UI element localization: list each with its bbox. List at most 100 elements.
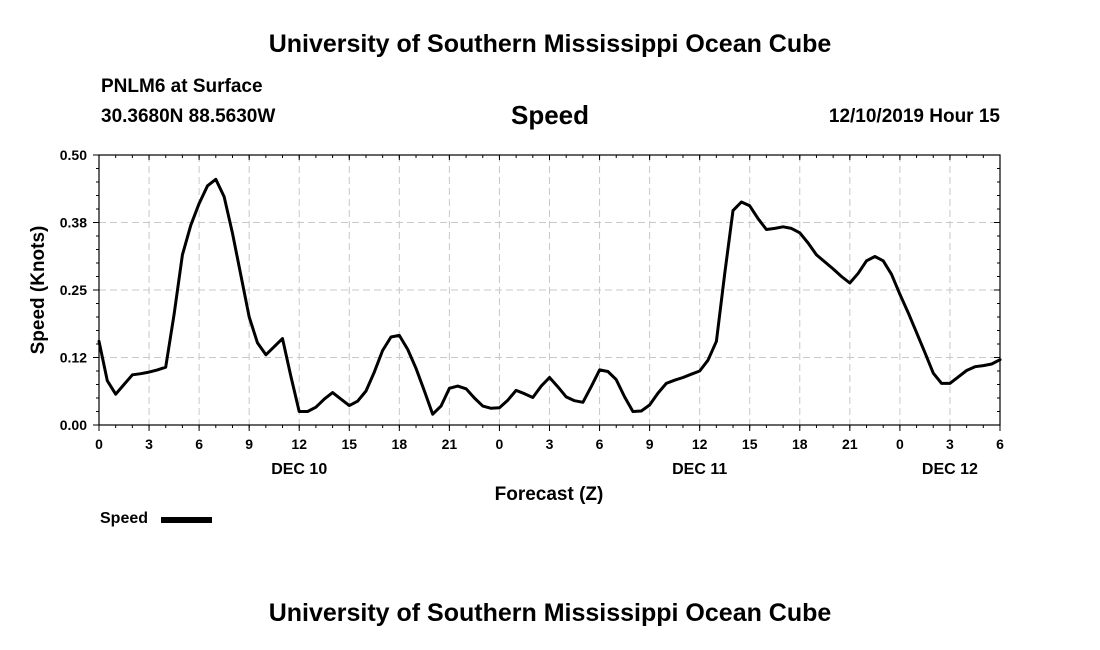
data-point [97, 340, 101, 343]
data-point [306, 410, 309, 413]
date-labels: DEC 10 DEC 11 DEC 12 [271, 461, 978, 478]
data-point [164, 366, 167, 369]
data-point [331, 391, 334, 394]
data-point [648, 403, 651, 407]
data-point [598, 368, 601, 372]
data-point [915, 331, 918, 334]
data-point [982, 364, 985, 367]
data-point [231, 232, 234, 235]
x-tick-label: 21 [442, 436, 458, 452]
data-point [898, 293, 902, 296]
data-point [756, 217, 760, 220]
data-point [489, 407, 493, 410]
page-title: University of Southern Mississippi Ocean… [268, 30, 832, 58]
data-point [731, 209, 735, 212]
data-point [640, 409, 643, 413]
data-point [823, 260, 827, 264]
data-point [606, 370, 610, 373]
data-point [781, 225, 785, 229]
data-point [181, 253, 184, 257]
x-tick-label: 18 [392, 436, 408, 452]
x-tick-labels: 0 3 6 9 12 15 18 21 0 3 6 9 12 15 18 21 0 3 6 [95, 436, 1004, 452]
data-point [998, 358, 1002, 361]
data-point [973, 365, 977, 368]
data-point [139, 372, 142, 375]
data-point [272, 345, 276, 348]
data-point [539, 384, 543, 388]
data-point [514, 389, 518, 392]
data-point [197, 202, 201, 205]
data-point [798, 231, 801, 234]
data-point [990, 362, 993, 366]
data-point [289, 375, 293, 378]
data-point [790, 227, 793, 230]
data-point [623, 395, 626, 399]
data-point [690, 373, 693, 376]
data-point [831, 267, 835, 271]
data-point [398, 334, 401, 337]
data-point [873, 255, 877, 258]
legend-swatch [161, 517, 212, 523]
data-point [247, 315, 251, 319]
x-tick-label: 3 [946, 436, 954, 452]
data-point [131, 373, 134, 376]
data-point [907, 311, 910, 314]
data-point [773, 227, 776, 230]
data-point [581, 401, 585, 404]
footer-title: University of Southern Mississippi Ocean… [268, 599, 832, 627]
data-point [406, 348, 409, 351]
date-label: DEC 11 [672, 461, 727, 478]
x-tick-label: 6 [996, 436, 1004, 452]
data-point [890, 273, 893, 276]
x-tick-label: 12 [692, 436, 708, 452]
chart-title: Speed [510, 100, 590, 130]
data-point [323, 397, 326, 401]
y-tick-labels: 0.00 0.12 0.25 0.38 0.50 [60, 147, 87, 433]
data-point [523, 392, 526, 395]
station-label: PNLM6 at Surface [101, 76, 263, 97]
data-point [147, 370, 151, 374]
data-point [339, 397, 343, 401]
data-point [189, 224, 192, 227]
x-tick-label: 9 [646, 436, 654, 452]
date-label: DEC 12 [922, 461, 978, 478]
data-point [656, 391, 660, 395]
data-point [748, 204, 751, 207]
data-point [298, 410, 301, 413]
x-tick-label: 21 [842, 436, 858, 452]
data-point [106, 379, 109, 382]
data-point [156, 368, 159, 372]
data-point [848, 281, 852, 285]
data-point [498, 406, 501, 409]
data-point [698, 369, 701, 373]
data-point [564, 395, 568, 399]
data-point [715, 340, 718, 343]
data-point [856, 272, 860, 275]
data-point [222, 195, 226, 198]
data-point [573, 399, 576, 402]
data-point [556, 385, 560, 388]
data-point [740, 200, 743, 204]
data-point [264, 353, 268, 356]
data-point [673, 378, 676, 382]
data-point [256, 341, 259, 345]
axis-ticks [93, 154, 1001, 431]
x-tick-label: 6 [596, 436, 604, 452]
data-point [865, 259, 868, 263]
data-point [172, 313, 176, 316]
data-point [481, 404, 484, 408]
x-tick-label: 0 [95, 436, 103, 452]
data-point [665, 382, 668, 385]
data-point [723, 272, 726, 275]
y-tick-label: 0.38 [60, 215, 87, 231]
grid-lines [99, 155, 1000, 425]
data-point [439, 404, 443, 408]
x-tick-label: 12 [291, 436, 307, 452]
y-tick-label: 0.25 [60, 282, 87, 298]
y-tick-label: 0.00 [60, 417, 87, 433]
data-point [806, 241, 810, 245]
x-tick-label: 3 [546, 436, 554, 452]
data-point [548, 376, 551, 379]
data-point [506, 398, 509, 402]
